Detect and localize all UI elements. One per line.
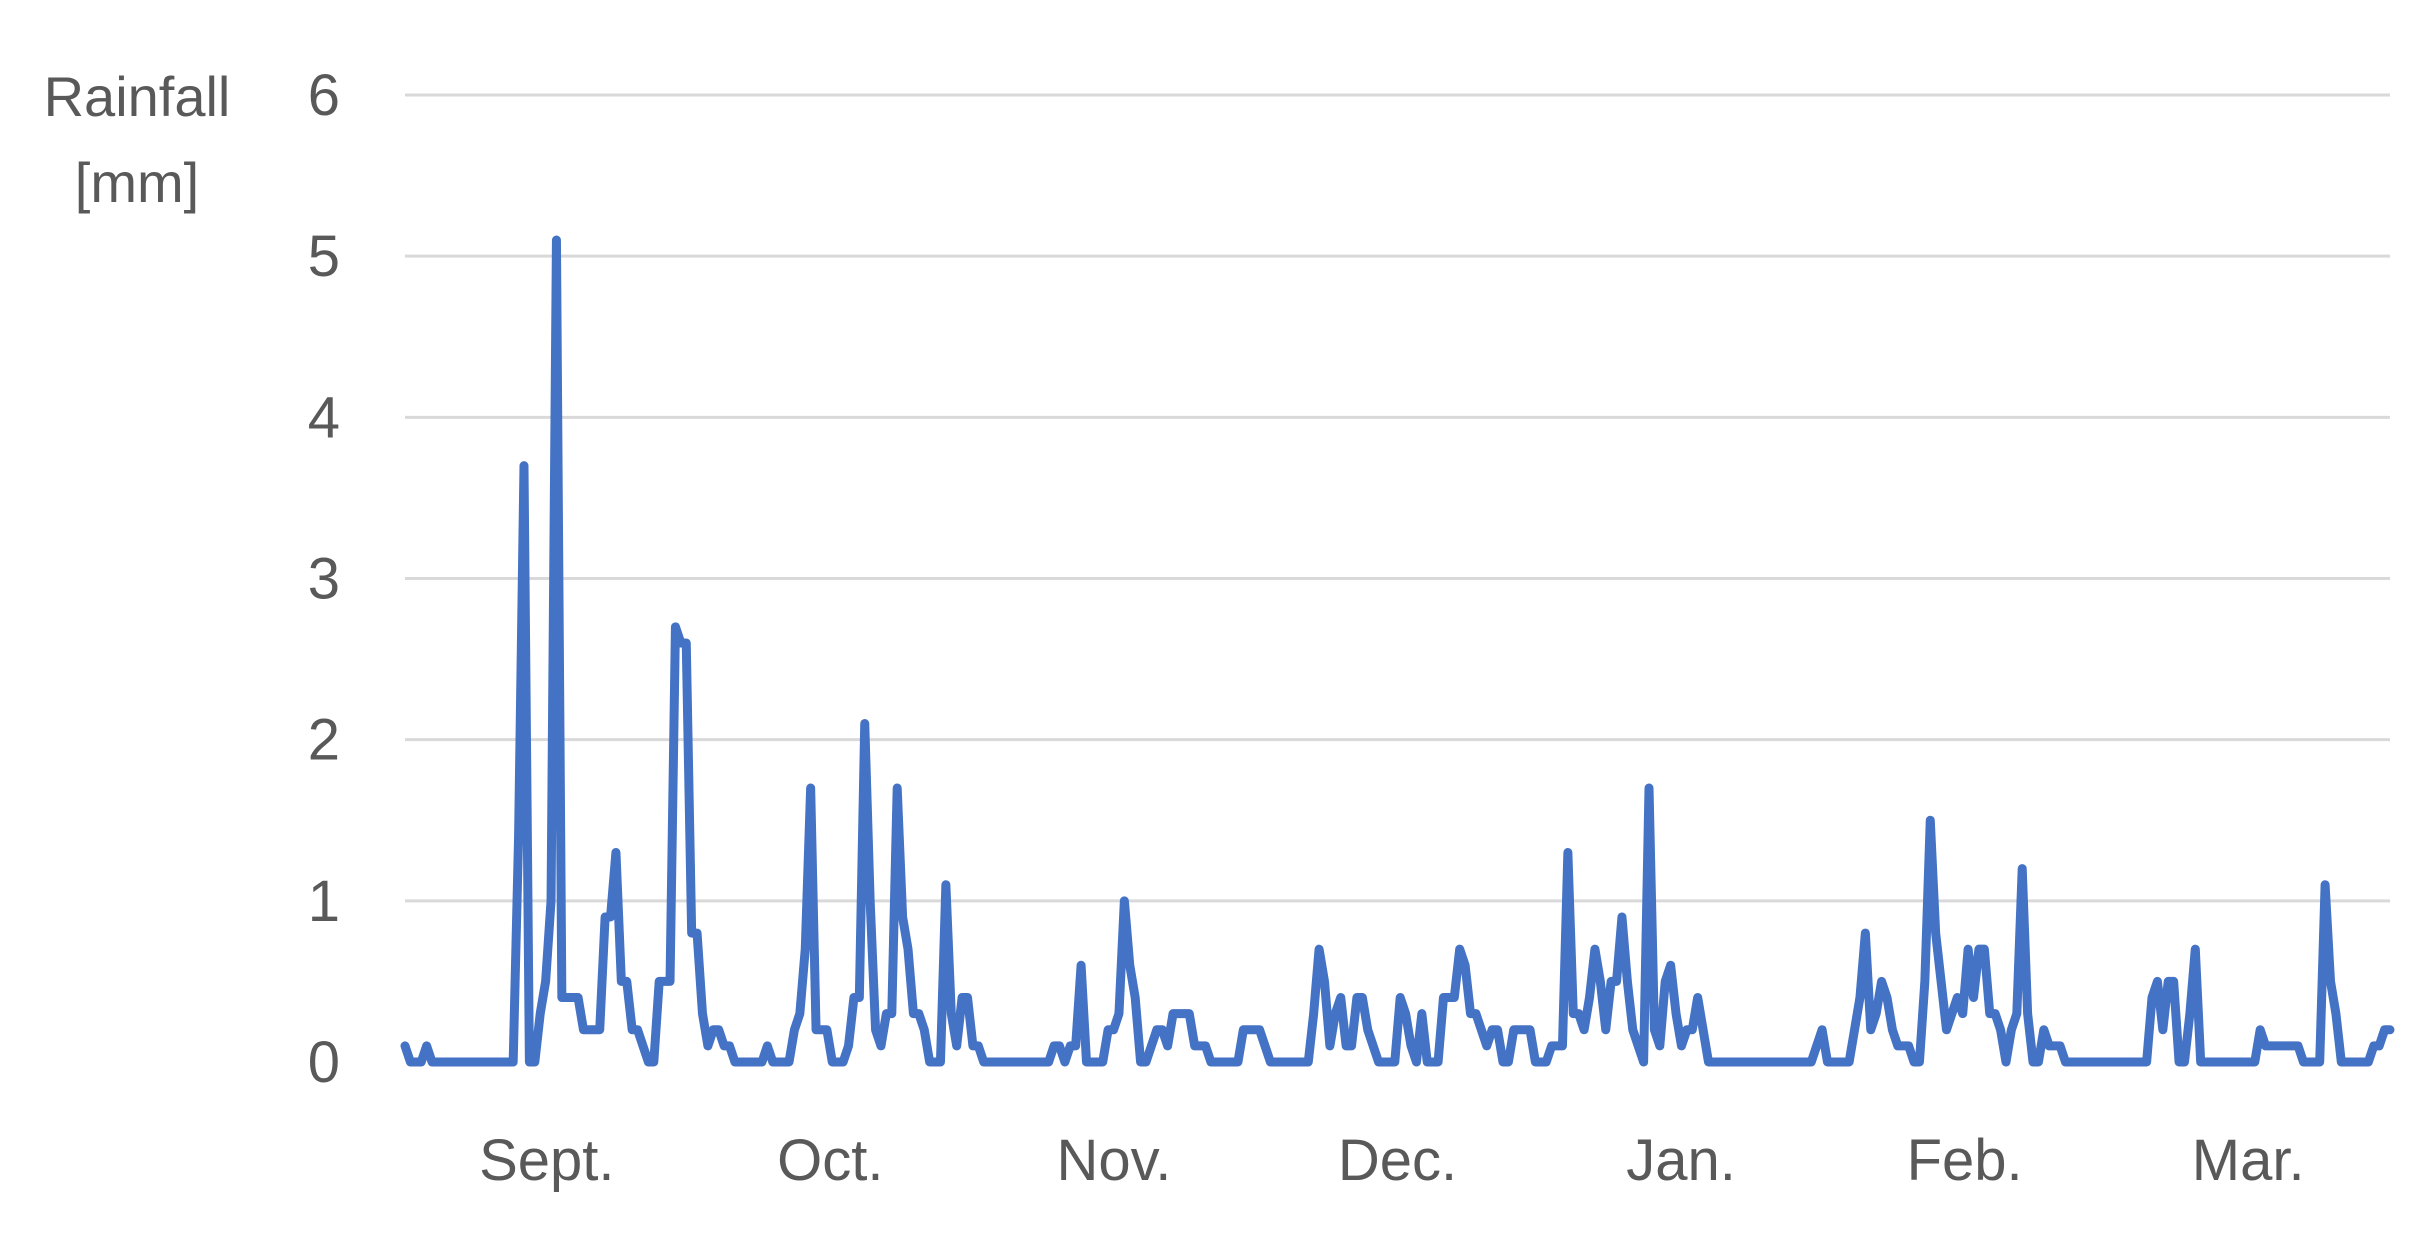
y-tick-label: 4	[308, 385, 340, 450]
y-axis-label-line-1: Rainfall	[44, 65, 231, 128]
y-tick-label: 2	[308, 708, 340, 773]
x-tick-label: Nov.	[1056, 1128, 1171, 1193]
series-layer	[400, 235, 2395, 1067]
y-axis-ticks: 0 1 2 3 4 5 6	[308, 63, 340, 1095]
x-tick-label: Mar.	[2192, 1128, 2305, 1193]
x-tick-label: Jan.	[1626, 1128, 1736, 1193]
y-tick-label: 6	[308, 63, 340, 128]
rainfall-series-line	[400, 235, 2395, 1067]
gridlines	[405, 93, 2390, 903]
x-axis-ticks: Sept. Oct. Nov. Dec. Jan. Feb. Mar.	[479, 1128, 2305, 1193]
x-tick-label: Sept.	[479, 1128, 614, 1193]
y-tick-label: 0	[308, 1030, 340, 1095]
x-tick-label: Oct.	[777, 1128, 883, 1193]
y-tick-label: 3	[308, 547, 340, 612]
y-axis-label-line-2: [mm]	[75, 151, 199, 214]
x-tick-label: Feb.	[1907, 1128, 2023, 1193]
y-tick-label: 1	[308, 869, 340, 934]
x-tick-label: Dec.	[1338, 1128, 1457, 1193]
y-tick-label: 5	[308, 224, 340, 289]
